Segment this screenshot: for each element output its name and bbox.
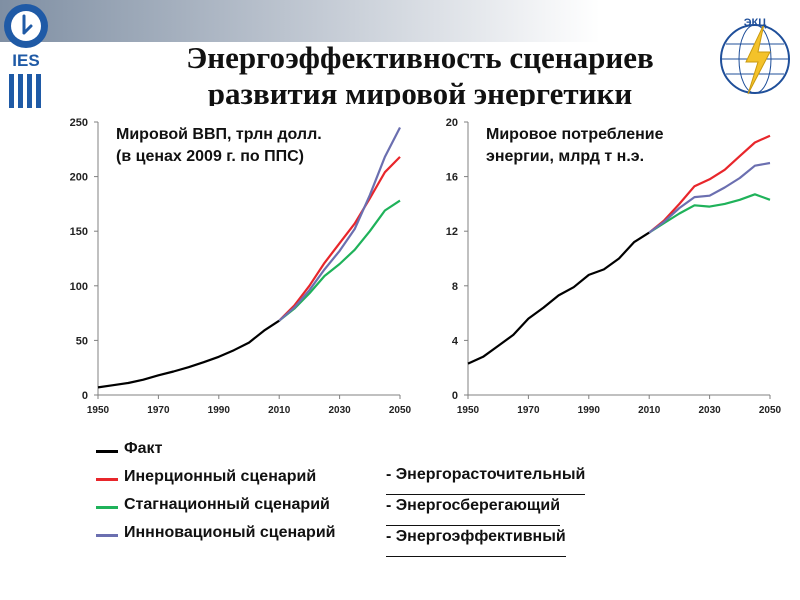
gdp-x-tick-label: 2030 <box>328 405 351 416</box>
energy-series-line-3 <box>648 161 771 234</box>
energy-x-tick-label: 1970 <box>517 405 540 416</box>
ies-logo-mark <box>22 14 33 35</box>
gdp-chart: 0 50 100 150 200 250 1950 1970 1990 2010 2030 2050 М… <box>70 117 412 416</box>
ies-logo-bar-4 <box>36 74 41 108</box>
legend-label-stagnation: Стагнационный сценарий <box>124 496 330 513</box>
energy-chart-title-line-1: Мировое потребление <box>486 126 664 143</box>
ies-logo-text: IES <box>12 51 39 70</box>
note-efficient: - Энергоэффективный <box>386 528 566 557</box>
legend-swatch-stagnation <box>96 506 118 509</box>
legend-item-innovation: Инн­новационый сценарий <box>96 522 396 550</box>
energy-x-tick-label: 2010 <box>638 405 661 416</box>
gdp-series-line-2 <box>278 199 401 322</box>
gdp-x-tick-label: 2050 <box>389 405 412 416</box>
energy-x-tick-label: 2030 <box>698 405 721 416</box>
scenario-notes: - Энергорасточительный - Энергосберегающ… <box>386 466 636 559</box>
ies-logo-bar-2 <box>18 74 23 108</box>
energy-y-tick-label: 12 <box>446 226 458 238</box>
gdp-x-tick-label: 1990 <box>208 405 231 416</box>
energy-x-tick-label: 1990 <box>578 405 601 416</box>
energy-y-tick-label: 16 <box>446 172 458 184</box>
legend-swatch-innovation <box>96 534 118 537</box>
slide-title-line-2: развития мировой энергетики <box>207 76 633 106</box>
gdp-chart-title-line-2: (в ценах 2009 г. по ППС) <box>116 148 304 165</box>
gdp-y-tick-label: 100 <box>70 281 88 293</box>
legend-swatch-inertial <box>96 478 118 481</box>
energy-x-tick-label: 2050 <box>759 405 782 416</box>
energy-chart: 0 4 8 12 16 20 1950 1970 1990 2010 2030 2050 Мировое… <box>446 117 782 416</box>
energy-series-line-0 <box>467 231 650 365</box>
legend-item-stagnation: Стагнационный сценарий <box>96 494 396 522</box>
lightning-icon <box>745 23 771 95</box>
gdp-x-tick-label: 2010 <box>268 405 291 416</box>
legend-swatch-fact <box>96 450 118 453</box>
chart-legend: Факт Инерционный сценарий Стагнационный … <box>96 438 396 550</box>
note-saving: - Энергосберегающий <box>386 497 561 526</box>
ekc-logo-text: ЭКЦ <box>744 17 767 29</box>
ekc-logo: ЭКЦ <box>720 17 790 95</box>
gdp-chart-title-line-1: Мировой ВВП, трлн долл. <box>116 126 322 143</box>
gdp-series-line-3 <box>278 126 401 322</box>
energy-y-tick-label: 4 <box>452 335 459 347</box>
legend-label-inertial: Инерционный сценарий <box>124 468 317 485</box>
gdp-x-tick-label: 1950 <box>87 405 110 416</box>
energy-y-tick-label: 8 <box>452 281 458 293</box>
header-band <box>0 0 800 42</box>
ies-logo-bar-1 <box>9 74 14 108</box>
gdp-y-tick-label: 250 <box>70 117 88 129</box>
energy-y-tick-label: 20 <box>446 117 458 129</box>
slide-title: Энергоэффективность сценариев развития м… <box>120 40 720 106</box>
legend-label-fact: Факт <box>124 440 163 457</box>
gdp-y-tick-label: 200 <box>70 172 88 184</box>
gdp-y-tick-label: 0 <box>82 390 88 402</box>
ies-logo-bar-3 <box>27 74 32 108</box>
ies-logo: IES <box>4 4 48 108</box>
slide-title-line-1: Энергоэффективность сценариев <box>186 40 654 75</box>
gdp-y-tick-label: 50 <box>76 335 88 347</box>
energy-series-line-2 <box>648 193 771 234</box>
energy-series-line-1 <box>648 134 771 234</box>
gdp-y-tick-label: 150 <box>70 226 88 238</box>
legend-item-fact: Факт <box>96 438 396 466</box>
energy-x-tick-label: 1950 <box>457 405 480 416</box>
legend-item-inertial: Инерционный сценарий <box>96 466 396 494</box>
legend-label-innovation: Инн­новационый сценарий <box>124 524 336 541</box>
gdp-series-line-0 <box>97 319 280 389</box>
gdp-series-line-1 <box>278 156 401 322</box>
note-wasteful: - Энергорасточительный <box>386 466 586 495</box>
energy-y-tick-label: 0 <box>452 390 458 402</box>
energy-chart-title-line-2: энергии, млрд т н.э. <box>486 148 644 165</box>
gdp-x-tick-label: 1970 <box>147 405 170 416</box>
